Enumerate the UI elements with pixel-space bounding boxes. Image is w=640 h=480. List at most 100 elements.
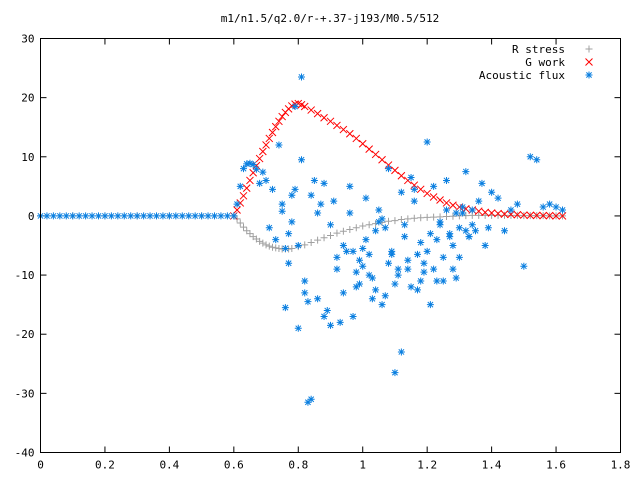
data-point	[391, 280, 399, 288]
data-point	[378, 301, 386, 309]
data-point	[294, 242, 302, 249]
data-point	[259, 239, 267, 247]
data-point	[484, 224, 492, 232]
data-point	[185, 212, 193, 220]
data-point	[381, 292, 389, 300]
data-point	[394, 271, 402, 279]
data-point	[339, 242, 347, 249]
data-point	[558, 212, 567, 220]
data-point	[333, 121, 341, 130]
data-point	[343, 247, 351, 255]
data-point	[533, 156, 541, 164]
data-point	[519, 211, 528, 219]
data-point	[526, 211, 535, 220]
data-point	[539, 203, 547, 211]
data-point	[423, 138, 431, 146]
data-point	[288, 191, 296, 199]
data-point	[262, 176, 270, 184]
data-point	[265, 134, 274, 143]
data-point	[307, 106, 316, 114]
data-point	[442, 199, 451, 207]
data-point	[391, 217, 399, 225]
legend-marker-cross-icon	[585, 58, 593, 66]
data-point	[462, 227, 470, 235]
data-point	[368, 274, 376, 282]
data-point	[417, 239, 425, 247]
data-point	[239, 191, 248, 200]
data-point	[49, 212, 57, 220]
data-point	[349, 312, 357, 320]
data-point	[430, 213, 438, 221]
data-point	[488, 188, 496, 196]
data-point	[269, 185, 276, 193]
data-point	[436, 196, 444, 204]
data-point	[410, 214, 418, 222]
data-point	[88, 212, 96, 220]
data-point	[404, 265, 412, 273]
data-point	[230, 212, 238, 220]
data-point	[455, 224, 463, 232]
data-point	[313, 109, 322, 118]
data-point	[559, 206, 566, 214]
data-point	[368, 295, 376, 303]
data-point	[455, 253, 463, 261]
data-point	[465, 233, 473, 241]
data-point	[272, 244, 280, 252]
data-point	[326, 117, 335, 126]
data-point	[249, 160, 257, 168]
data-point	[43, 212, 51, 220]
data-point	[281, 304, 289, 312]
data-point	[314, 209, 322, 217]
data-point	[352, 224, 360, 232]
data-point	[243, 160, 251, 168]
data-point	[468, 206, 476, 214]
data-point	[420, 268, 428, 276]
y-tick-label: -20	[15, 328, 35, 341]
x-tick-label: 1.6	[546, 459, 566, 472]
data-point	[475, 211, 483, 219]
y-tick-label: -10	[15, 269, 35, 282]
data-point	[301, 241, 309, 249]
data-point	[294, 324, 302, 332]
data-point	[397, 215, 405, 223]
data-point	[233, 200, 241, 208]
data-point	[246, 230, 254, 238]
data-point	[397, 348, 405, 356]
data-point	[345, 129, 354, 138]
data-point	[198, 212, 206, 220]
legend-marker-star-icon	[585, 71, 593, 79]
data-point	[410, 185, 418, 193]
x-tick-label: 0.8	[288, 459, 308, 472]
data-point	[449, 265, 457, 273]
data-point	[385, 259, 392, 267]
data-point	[513, 200, 521, 208]
data-point	[378, 215, 386, 223]
data-point	[439, 277, 447, 285]
data-point	[223, 212, 231, 220]
x-tick-label: 1.4	[482, 459, 502, 472]
data-point	[394, 265, 402, 273]
data-point	[481, 208, 490, 217]
y-tick-label: 30	[21, 33, 34, 46]
data-point	[545, 211, 554, 220]
data-point	[352, 283, 360, 291]
data-point	[372, 220, 380, 228]
data-point	[365, 250, 373, 258]
data-point	[320, 113, 328, 122]
data-point	[256, 237, 264, 245]
data-point	[365, 221, 373, 229]
data-point	[433, 277, 441, 285]
data-point	[304, 298, 312, 306]
data-point	[359, 262, 367, 270]
data-point	[240, 223, 247, 231]
data-point	[414, 286, 421, 294]
data-point	[455, 212, 463, 220]
data-point	[330, 197, 338, 205]
data-point	[372, 286, 380, 294]
data-point	[384, 161, 393, 169]
data-point	[407, 283, 415, 291]
data-point	[501, 211, 508, 219]
data-point	[278, 112, 287, 121]
data-point	[371, 150, 380, 159]
